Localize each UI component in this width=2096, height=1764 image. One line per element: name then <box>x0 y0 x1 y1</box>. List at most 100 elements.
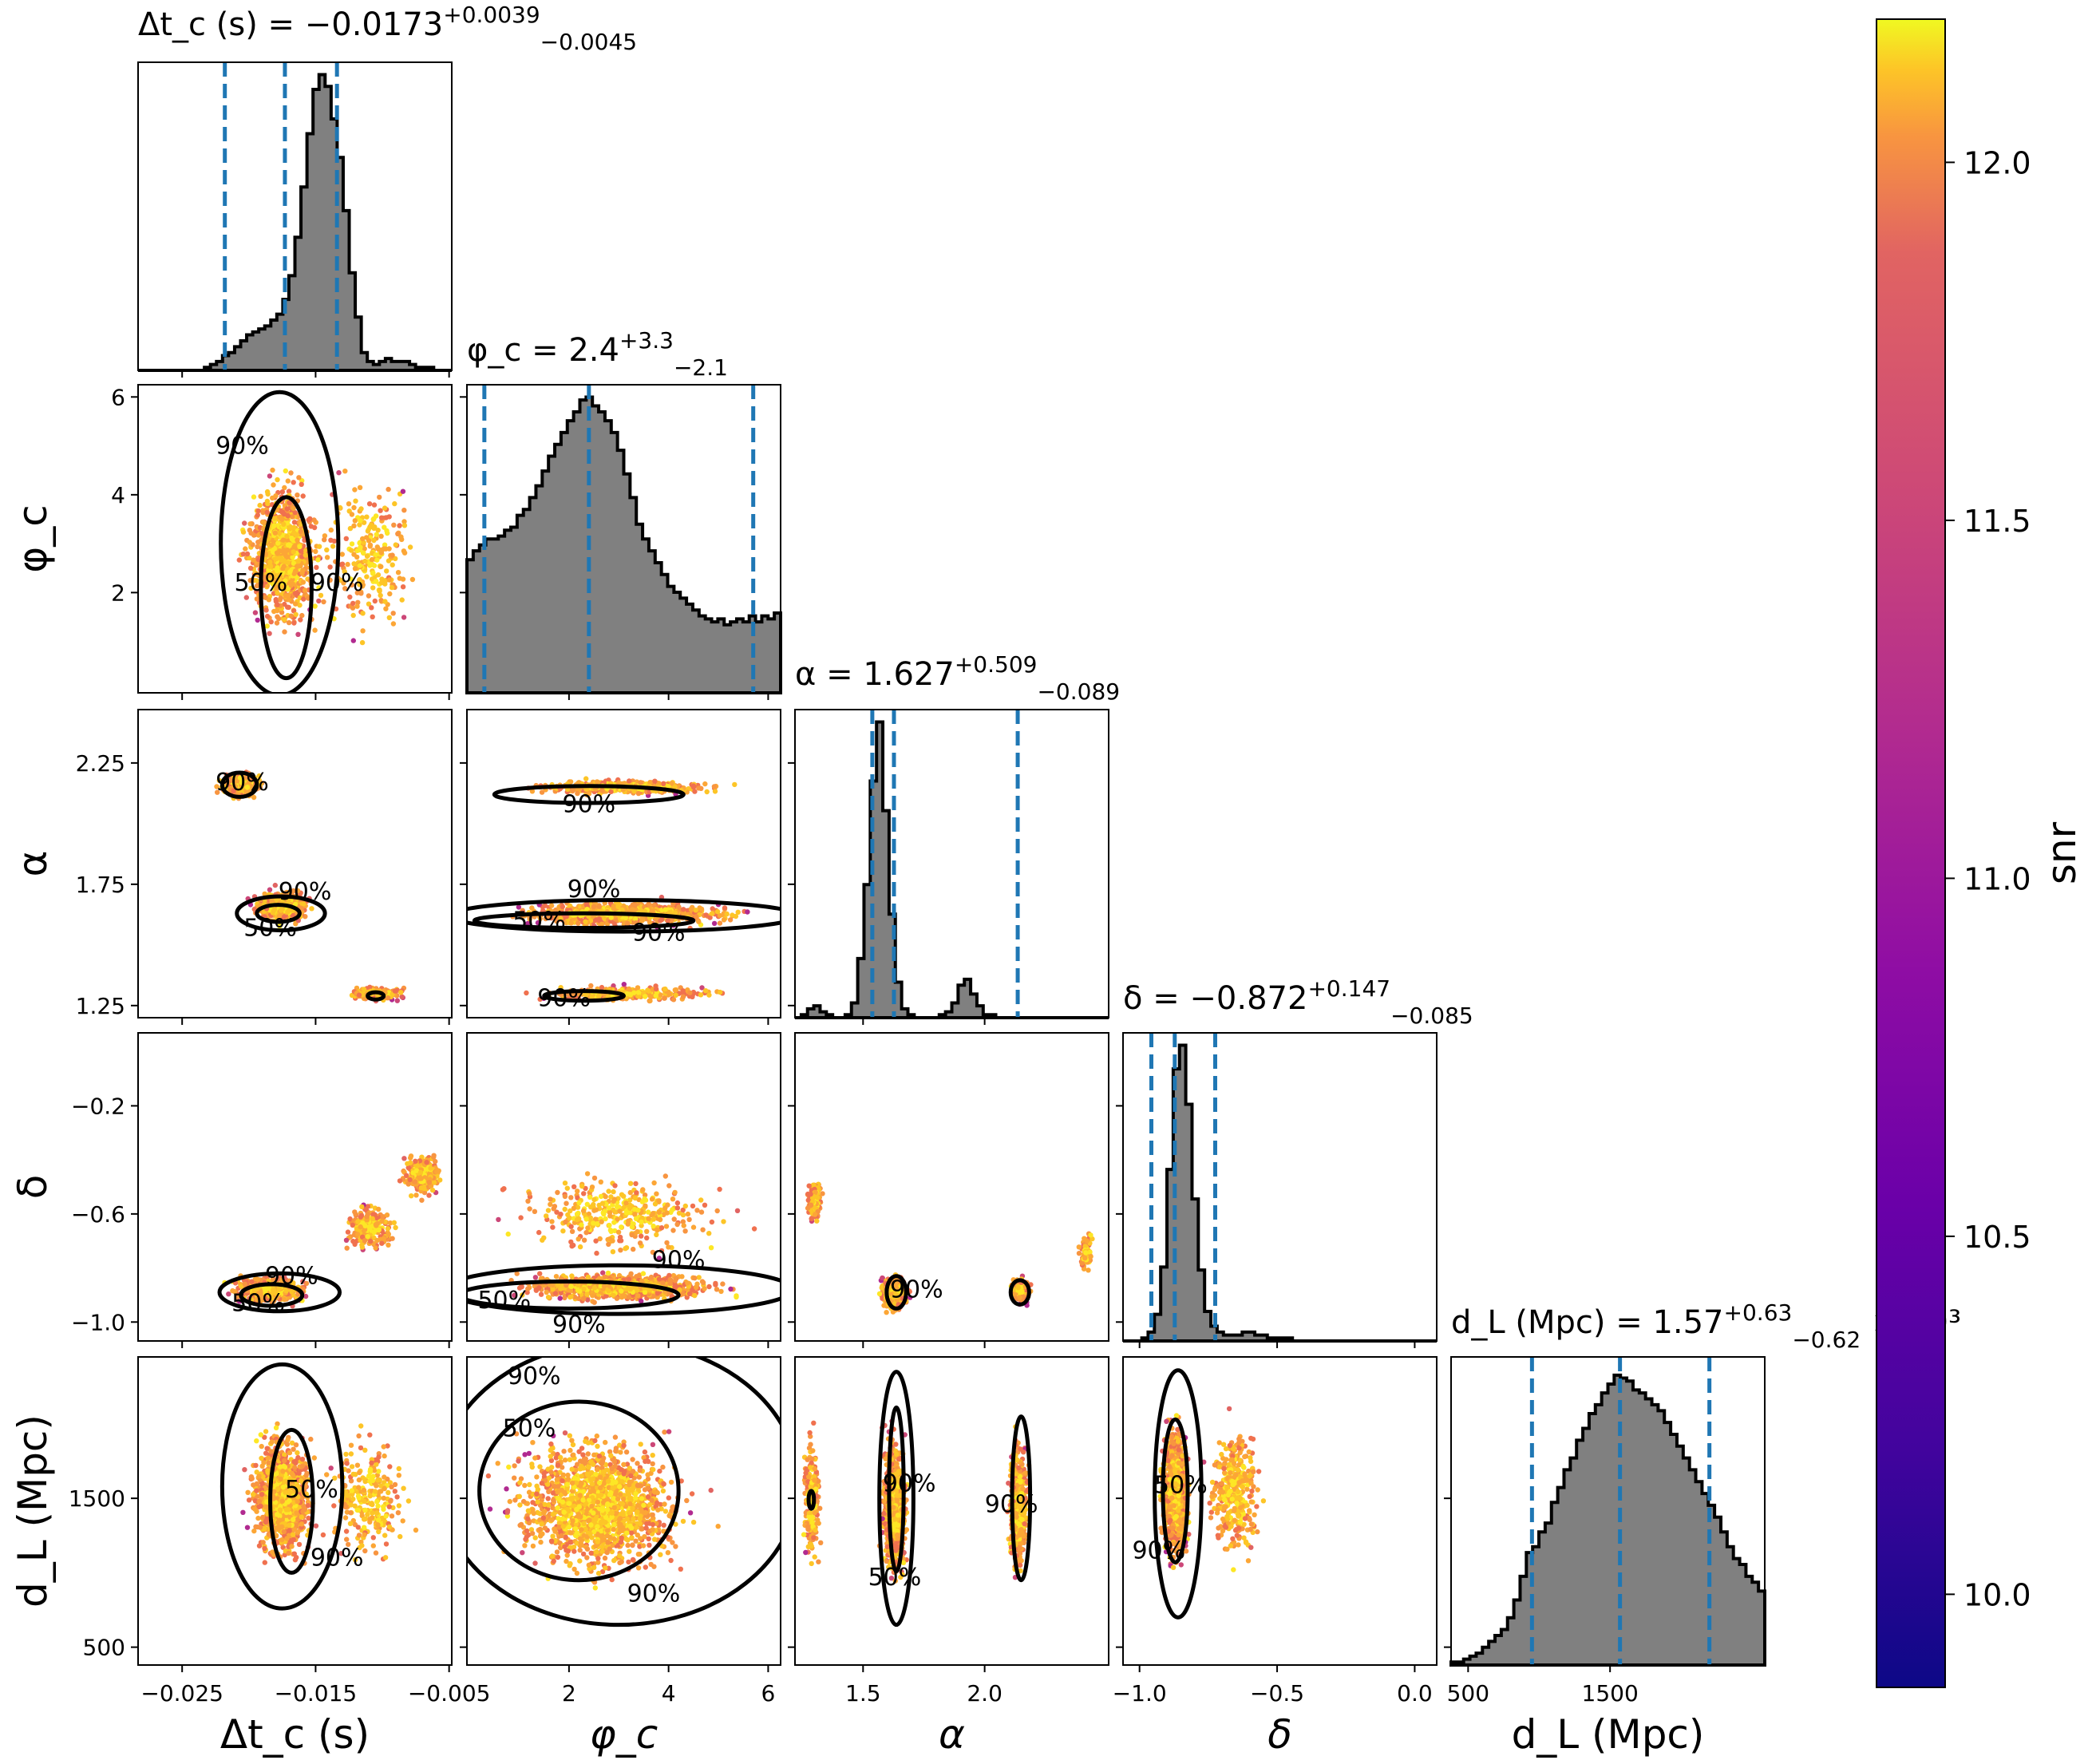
sample-point <box>327 577 333 583</box>
sample-point <box>360 628 366 634</box>
sample-point <box>397 1178 403 1184</box>
sample-point <box>426 1192 432 1198</box>
sample-point <box>324 555 330 560</box>
sample-point <box>363 535 370 540</box>
sample-point <box>240 552 247 557</box>
sample-point <box>364 574 370 579</box>
sample-point <box>288 583 294 588</box>
sample-point <box>356 992 362 998</box>
scatter-panel-dtc-delta: 90%50% <box>217 1153 443 1318</box>
sample-point <box>698 992 704 998</box>
sample-point <box>358 591 364 596</box>
sample-point <box>575 920 581 926</box>
sample-point <box>271 907 278 912</box>
sample-point <box>348 576 354 582</box>
sample-point <box>543 916 548 922</box>
sample-point <box>295 492 300 498</box>
sample-point <box>539 789 545 795</box>
sample-point <box>259 1294 264 1299</box>
sample-point <box>390 621 397 627</box>
sample-point <box>401 615 407 620</box>
sample-point <box>342 586 348 591</box>
panel-frame-alpha <box>794 709 1109 1018</box>
sample-point <box>290 912 295 919</box>
sample-point <box>357 485 363 490</box>
sample-point <box>711 784 718 789</box>
sample-point <box>393 542 398 548</box>
sample-point <box>284 506 290 512</box>
sample-point <box>328 527 334 533</box>
sample-point <box>433 1158 438 1165</box>
sample-point <box>214 784 219 789</box>
sample-point <box>254 596 260 602</box>
sample-point <box>666 910 673 916</box>
sample-point <box>273 1290 279 1296</box>
sample-point <box>586 791 592 797</box>
sample-point <box>390 552 395 558</box>
sample-point <box>397 575 402 581</box>
sample-point <box>358 544 363 550</box>
contour-label: 50% <box>243 915 297 943</box>
sample-point <box>275 590 280 595</box>
sample-point <box>249 1279 255 1284</box>
sample-point <box>283 593 289 599</box>
sample-point <box>635 990 641 995</box>
sample-point <box>635 994 642 999</box>
sample-point <box>698 906 705 912</box>
sample-point <box>322 533 328 539</box>
sample-point <box>257 502 263 508</box>
sample-point <box>314 564 319 571</box>
sample-point <box>358 1224 363 1230</box>
sample-point <box>362 1223 368 1228</box>
sample-point <box>651 902 657 908</box>
sample-point <box>401 1156 407 1161</box>
sample-point <box>264 613 271 619</box>
sample-point <box>350 612 356 619</box>
sample-point <box>721 917 727 923</box>
sample-point <box>588 983 594 989</box>
sample-point <box>390 1236 395 1241</box>
panel-frame-phic <box>466 384 781 694</box>
sample-point <box>267 631 272 636</box>
sample-point <box>341 580 346 586</box>
sample-point <box>384 1212 390 1218</box>
sample-point <box>394 998 400 1003</box>
sample-point <box>281 564 287 569</box>
sample-point <box>342 469 348 474</box>
sample-point <box>662 907 668 912</box>
sample-point <box>247 521 253 527</box>
panel-frame-dtc-phic <box>137 384 453 694</box>
sample-point <box>362 546 367 552</box>
sample-point <box>292 510 298 516</box>
sample-point <box>299 481 304 487</box>
sample-point <box>699 985 705 991</box>
sample-point <box>378 592 383 599</box>
sample-point <box>374 557 380 563</box>
sample-point <box>277 924 283 929</box>
sample-point <box>703 912 709 918</box>
sample-point <box>300 1279 306 1284</box>
sample-point <box>692 789 698 794</box>
sample-point <box>279 897 285 903</box>
sample-point <box>359 639 366 646</box>
hist-panel-phic <box>465 384 782 694</box>
sample-point <box>366 1224 372 1230</box>
sample-point <box>343 1237 350 1244</box>
sample-point <box>244 785 250 790</box>
sample-point <box>283 578 288 583</box>
sample-point <box>694 914 699 920</box>
sample-point <box>568 920 574 926</box>
sample-point <box>419 1197 425 1203</box>
sample-point <box>604 921 611 927</box>
panel-frame-dtc-delta <box>137 1032 453 1342</box>
sample-point <box>308 524 314 529</box>
sample-point <box>672 910 678 916</box>
sample-point <box>366 593 372 599</box>
sample-point <box>646 901 651 907</box>
sample-point <box>596 993 602 999</box>
sample-point <box>224 780 230 785</box>
sample-point <box>279 489 285 495</box>
sample-point <box>711 920 718 927</box>
sample-point <box>243 595 249 600</box>
sample-point <box>401 523 408 528</box>
